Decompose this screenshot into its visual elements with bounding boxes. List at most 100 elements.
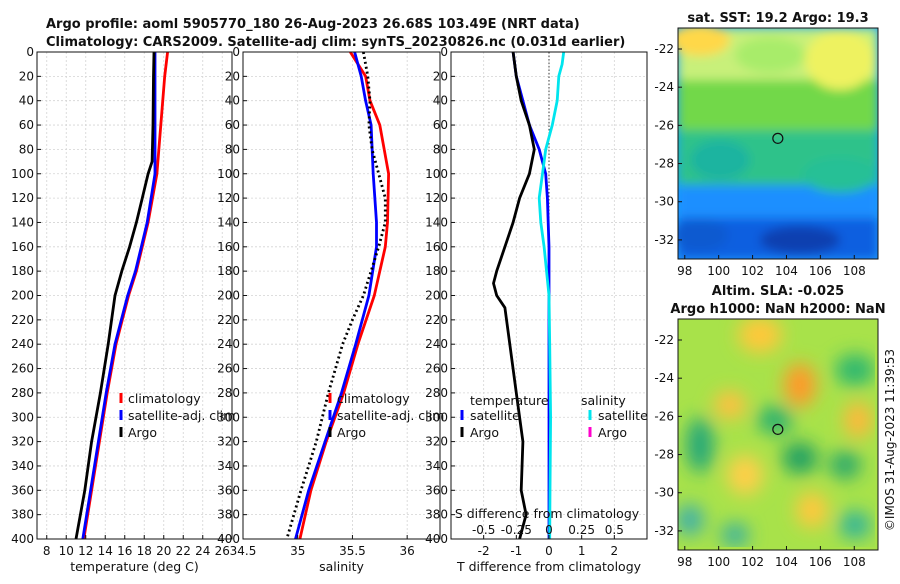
- y-tick-label: 220: [425, 313, 448, 327]
- y-tick-label: 60: [433, 118, 448, 132]
- y-tick-label: 200: [11, 289, 34, 303]
- y-tick-label: 300: [425, 410, 448, 424]
- sst-map-title: sat. SST: 19.2 Argo: 19.3: [687, 11, 868, 26]
- salinity-x-axis-label: salinity: [319, 559, 364, 574]
- y-tick-label: 80: [19, 142, 34, 156]
- legend-entry: climatology: [337, 391, 410, 406]
- differences-series-line-1: [492, 52, 536, 539]
- y-tick-label: 240: [217, 337, 240, 351]
- map-x-tick-label: 106: [809, 264, 832, 278]
- y-tick-label: 400: [11, 532, 34, 546]
- x-tick-label: -1: [510, 544, 522, 558]
- temperature-x-axis-label: temperature (deg C): [70, 559, 199, 574]
- y-tick-label: 280: [217, 386, 240, 400]
- map-y-tick-label: -28: [654, 448, 674, 462]
- x-tick-label: 2: [611, 544, 619, 558]
- y-tick-label: 140: [425, 215, 448, 229]
- x-tick-label: 22: [176, 544, 191, 558]
- salinity-series-line-1: [294, 52, 378, 539]
- y-tick-label: 20: [19, 69, 34, 83]
- legend-title-salinity: salinity: [581, 393, 626, 408]
- y-tick-label: 220: [217, 313, 240, 327]
- map-y-tick-label: -30: [654, 195, 674, 209]
- x-tick-label: 0: [545, 544, 553, 558]
- y-tick-label: 140: [11, 215, 34, 229]
- x-tick-label: 18: [137, 544, 152, 558]
- temperature-profile-panel: 0 20 40 60 80 100 120 140 160 180 200 220 240 260 280 3…: [11, 45, 235, 574]
- salinity-series-line-2: [285, 52, 387, 539]
- y-tick-label: 240: [425, 337, 448, 351]
- legend-entry: satellite-adj. clim: [128, 408, 235, 423]
- y-tick-label: 120: [11, 191, 34, 205]
- x-tick-label: 10: [59, 544, 74, 558]
- y-tick-label: 20: [225, 69, 240, 83]
- map-x-tick-label: 98: [677, 555, 692, 569]
- map-y-tick-label: -22: [654, 42, 674, 56]
- differences-x-axis-label: T difference from climatology: [456, 559, 642, 574]
- x-tick-label: 35: [290, 544, 305, 558]
- y-tick-label: 0: [232, 45, 240, 59]
- y-tick-label: 300: [217, 410, 240, 424]
- y-tick-label: 360: [11, 483, 34, 497]
- salinity-series-group: [285, 52, 391, 539]
- map-y-tick-label: -24: [654, 371, 674, 385]
- y-tick-label: 380: [217, 508, 240, 522]
- map-x-tick-label: 108: [843, 264, 866, 278]
- y-tick-label: 160: [11, 240, 34, 254]
- top-tick-label: -0.5: [472, 523, 495, 537]
- map-y-tick-label: -32: [654, 524, 674, 538]
- map-x-tick-label: 104: [775, 264, 798, 278]
- legend-entry: satellite-adj. clim: [337, 408, 444, 423]
- y-tick-label: 340: [217, 459, 240, 473]
- x-tick-label: -2: [478, 544, 490, 558]
- y-tick-label: 180: [11, 264, 34, 278]
- y-tick-label: 40: [19, 94, 34, 108]
- x-tick-label: 1: [578, 544, 586, 558]
- x-tick-label: 16: [117, 544, 132, 558]
- y-tick-label: 260: [217, 362, 240, 376]
- difference-profile-panel: 0204060801001201401601802002202402602803…: [425, 45, 648, 574]
- y-tick-label: 320: [217, 435, 240, 449]
- sla-map-title-line2: Argo h1000: NaN h2000: NaN: [670, 302, 885, 317]
- sst-argo-position-marker: [772, 132, 784, 144]
- map-y-tick-label: -26: [654, 118, 674, 132]
- sla-heatmap-field: [678, 319, 878, 550]
- y-tick-label: 180: [425, 264, 448, 278]
- x-tick-label: 12: [78, 544, 93, 558]
- top-axis-label: S difference from climatology: [455, 506, 640, 521]
- top-tick-label: 0.25: [568, 523, 595, 537]
- y-tick-label: 200: [425, 289, 448, 303]
- salinity-profile-panel: 0 20 40 60 80 100 120 140 160 180 200 220 240 260 280 3…: [217, 45, 444, 574]
- x-tick-label: 14: [98, 544, 113, 558]
- y-tick-label: 60: [225, 118, 240, 132]
- map-x-tick-label: 102: [741, 264, 764, 278]
- y-tick-label: 220: [11, 313, 34, 327]
- y-tick-label: 140: [217, 215, 240, 229]
- y-tick-label: 320: [11, 435, 34, 449]
- legend-entry: Argo: [598, 425, 627, 440]
- differences-series-line-2: [537, 52, 566, 539]
- top-tick-label: -0.25: [501, 523, 532, 537]
- y-tick-label: 340: [11, 459, 34, 473]
- figure-title-line1: Argo profile: aoml 5905770_180 26-Aug-20…: [46, 17, 580, 32]
- map-y-tick-label: -32: [654, 233, 674, 247]
- y-tick-label: 400: [217, 532, 240, 546]
- y-tick-label: 40: [225, 94, 240, 108]
- legend-entry: Argo: [128, 425, 157, 440]
- y-tick-label: 280: [425, 386, 448, 400]
- y-tick-label: 300: [11, 410, 34, 424]
- map-x-tick-label: 100: [707, 264, 730, 278]
- y-tick-label: 60: [19, 118, 34, 132]
- y-tick-label: 80: [433, 142, 448, 156]
- sla-map: 98 100 102 104 106 108 -22 -24 -26 -28 -30 -32: [654, 318, 879, 569]
- x-tick-label: 36: [400, 544, 415, 558]
- y-tick-label: 80: [225, 142, 240, 156]
- y-tick-label: 0: [440, 45, 448, 59]
- y-tick-label: 360: [425, 483, 448, 497]
- y-tick-label: 240: [11, 337, 34, 351]
- y-tick-label: 100: [217, 167, 240, 181]
- top-tick-label: 0: [545, 523, 553, 537]
- x-tick-label: 24: [195, 544, 210, 558]
- y-tick-label: 280: [11, 386, 34, 400]
